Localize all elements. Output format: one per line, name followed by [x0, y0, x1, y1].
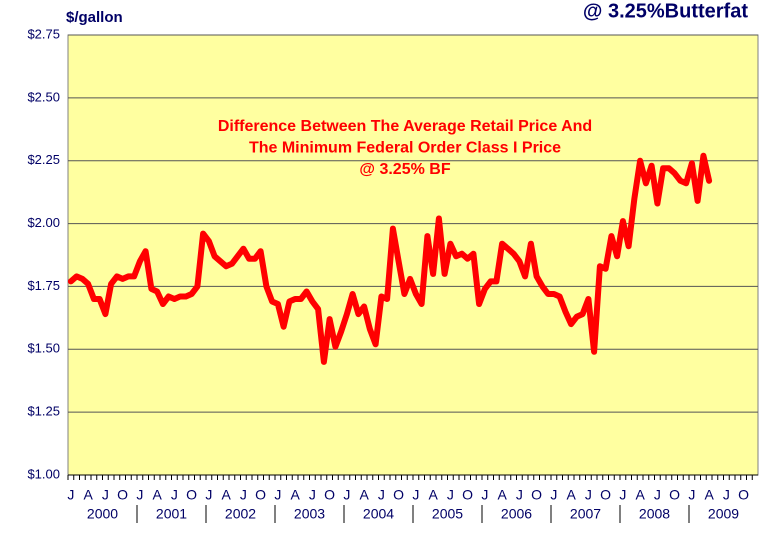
x-tick-label: A — [152, 487, 162, 503]
x-tick-label: A — [704, 487, 714, 503]
x-tick-label: A — [566, 487, 576, 503]
x-tick-label: J — [412, 487, 419, 503]
x-tick-label: O — [117, 487, 128, 503]
x-tick-label: O — [738, 487, 749, 503]
y-axis-label: $/gallon — [66, 9, 123, 26]
series-line — [67, 152, 713, 365]
annotation: Difference Between The Average Retail Pr… — [218, 118, 592, 135]
year-label: 2003 — [294, 506, 325, 522]
x-tick-label: O — [462, 487, 473, 503]
x-tick-label: J — [481, 487, 488, 503]
x-tick-label: J — [240, 487, 247, 503]
year-label: 2008 — [639, 506, 670, 522]
y-tick-label: $1.25 — [27, 404, 60, 419]
x-tick-label: A — [83, 487, 93, 503]
x-tick-label: J — [205, 487, 212, 503]
year-label: 2005 — [432, 506, 463, 522]
x-tick-label: J — [67, 487, 74, 503]
y-tick-label: $1.75 — [27, 278, 60, 293]
x-tick-label: A — [497, 487, 507, 503]
x-tick-label: J — [136, 487, 143, 503]
x-tick-label: O — [324, 487, 335, 503]
y-tick-label: $2.50 — [27, 89, 60, 104]
x-tick-label: O — [186, 487, 197, 503]
year-label: 2009 — [708, 506, 739, 522]
x-tick-label: J — [654, 487, 661, 503]
x-tick-label: J — [343, 487, 350, 503]
annotation: @ 3.25% BF — [359, 161, 450, 178]
y-tick-label: $2.25 — [27, 152, 60, 167]
annotation: The Minimum Federal Order Class I Price — [249, 140, 561, 157]
x-tick-label: J — [619, 487, 626, 503]
x-tick-label: J — [274, 487, 281, 503]
x-tick-label: O — [393, 487, 404, 503]
x-tick-label: A — [290, 487, 300, 503]
x-tick-label: J — [723, 487, 730, 503]
x-tick-label: J — [585, 487, 592, 503]
x-tick-label: A — [359, 487, 369, 503]
year-label: 2001 — [156, 506, 187, 522]
x-tick-label: J — [688, 487, 695, 503]
plot-area — [67, 34, 759, 476]
y-tick-label: $1.50 — [27, 341, 60, 356]
y-tick-label: $2.75 — [27, 26, 60, 41]
year-label: 2007 — [570, 506, 601, 522]
x-tick-label: O — [669, 487, 680, 503]
year-label: 2004 — [363, 506, 394, 522]
year-label: 2002 — [225, 506, 256, 522]
y-tick-label: $1.00 — [27, 466, 60, 481]
x-tick-label: O — [255, 487, 266, 503]
x-tick-label: A — [221, 487, 231, 503]
x-tick-label: J — [516, 487, 523, 503]
x-tick-label: A — [428, 487, 438, 503]
year-label: 2000 — [87, 506, 118, 522]
x-tick-label: J — [309, 487, 316, 503]
y-tick-label: $2.00 — [27, 215, 60, 230]
x-tick-label: J — [378, 487, 385, 503]
x-tick-label: J — [171, 487, 178, 503]
x-tick-label: O — [600, 487, 611, 503]
x-tick-label: J — [447, 487, 454, 503]
x-tick-label: J — [102, 487, 109, 503]
year-label: 2006 — [501, 506, 532, 522]
chart-title: @ 3.25%Butterfat — [583, 0, 748, 22]
x-tick-label: J — [550, 487, 557, 503]
x-tick-label: A — [635, 487, 645, 503]
x-tick-label: O — [531, 487, 542, 503]
